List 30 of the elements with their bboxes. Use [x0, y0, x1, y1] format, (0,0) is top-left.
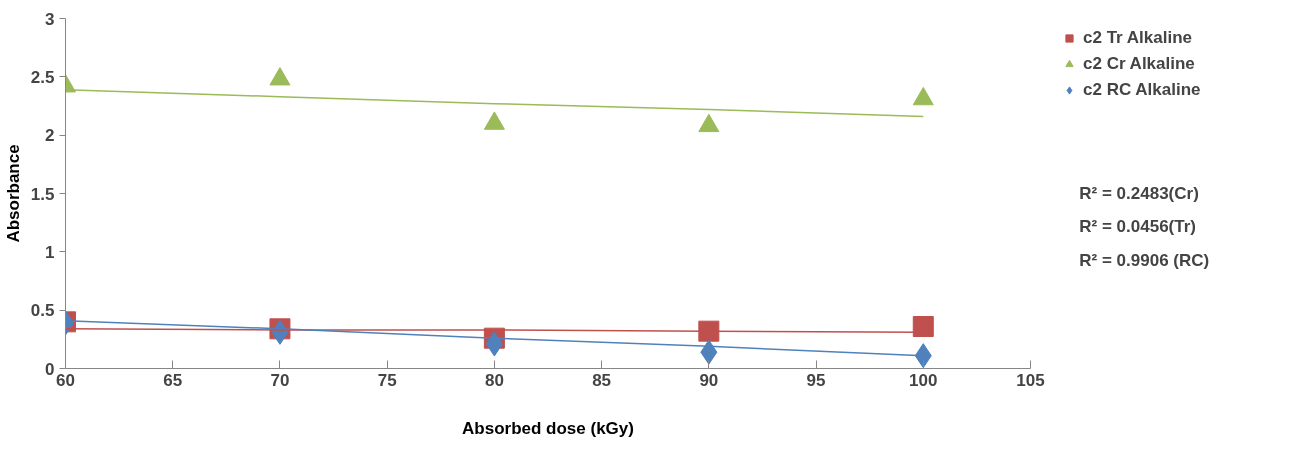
x-axis-title: Absorbed dose (kGy)	[462, 418, 634, 438]
x-tick-label: 95	[806, 370, 826, 390]
point	[269, 67, 291, 86]
y-tick-label: 0	[45, 359, 55, 379]
legend-label: c2 Tr Alkaline	[1083, 28, 1192, 48]
y-tick-label: 2	[45, 126, 55, 146]
y-tick-label: 0.5	[30, 301, 55, 321]
y-tick-label: 1	[45, 242, 55, 262]
legend-label: c2 RC Alkaline	[1083, 80, 1201, 100]
x-tick-label: 70	[270, 370, 290, 390]
point	[698, 113, 720, 133]
point	[483, 111, 505, 130]
text: R² = 0.2483(Cr)	[1079, 184, 1199, 203]
x-tick-label: 65	[163, 370, 183, 390]
x-tick-label: 75	[377, 370, 397, 390]
x-tick-label: 90	[699, 370, 719, 390]
x-tick-label: 80	[484, 370, 504, 390]
y-tick-label: 2.5	[30, 67, 55, 87]
text: R² = 0.0456(Tr)	[1079, 217, 1196, 237]
point	[912, 86, 934, 106]
text: R² = 0.9906 (RC)	[1079, 250, 1210, 270]
x-tick-label: 85	[592, 370, 612, 390]
y-tick-label: 3	[45, 9, 55, 29]
legend-label: c2 Cr Alkaline	[1083, 54, 1195, 74]
y-axis-title: Absorbance	[3, 144, 23, 243]
x-tick-label: 60	[56, 370, 75, 390]
x-tick-label: 100	[909, 370, 938, 390]
point	[912, 316, 934, 337]
y-tick-label: 1.5	[30, 184, 55, 204]
x-tick-label: 105	[1016, 370, 1045, 390]
